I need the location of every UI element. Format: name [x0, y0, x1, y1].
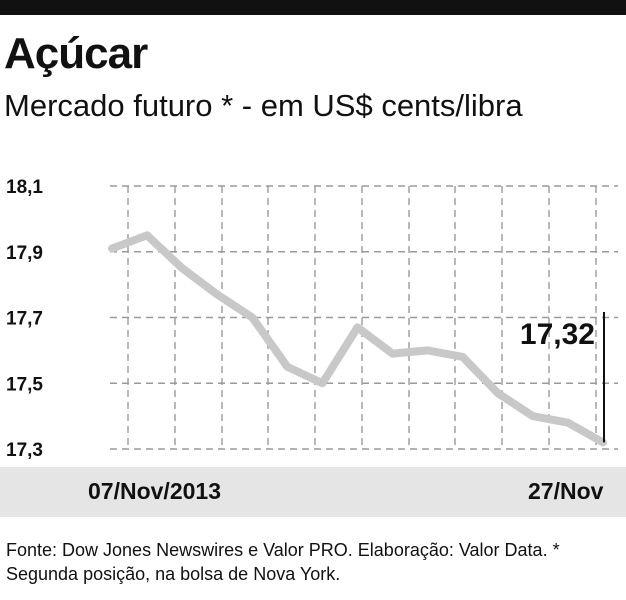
chart-title: Açúcar: [4, 29, 148, 78]
chart-plot: 18,1 17,9 17,7 17,5 17,3 17,32: [6, 177, 618, 461]
y-tick-label: 17,5: [6, 374, 43, 395]
y-tick-label: 18,1: [6, 177, 43, 198]
y-tick-label: 17,7: [6, 309, 43, 330]
series-line: [108, 231, 607, 447]
x-axis-band: [0, 467, 626, 517]
x-axis-label-end: 27/Nov: [528, 478, 604, 504]
top-rule: [0, 0, 626, 15]
annotation-label: 17,32: [520, 318, 595, 351]
y-tick-label: 17,9: [6, 243, 43, 264]
y-tick-label: 17,3: [6, 440, 43, 461]
chart-subtitle: Mercado futuro * - em US$ cents/libra: [4, 88, 523, 123]
source-note: Fonte: Dow Jones Newswires e Valor PRO. …: [6, 540, 560, 584]
x-axis-label-start: 07/Nov/2013: [88, 478, 221, 504]
